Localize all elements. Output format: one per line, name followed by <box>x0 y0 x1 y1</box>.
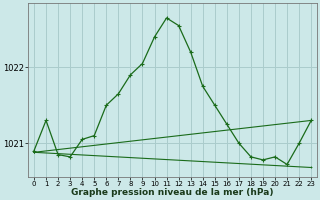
X-axis label: Graphe pression niveau de la mer (hPa): Graphe pression niveau de la mer (hPa) <box>71 188 274 197</box>
